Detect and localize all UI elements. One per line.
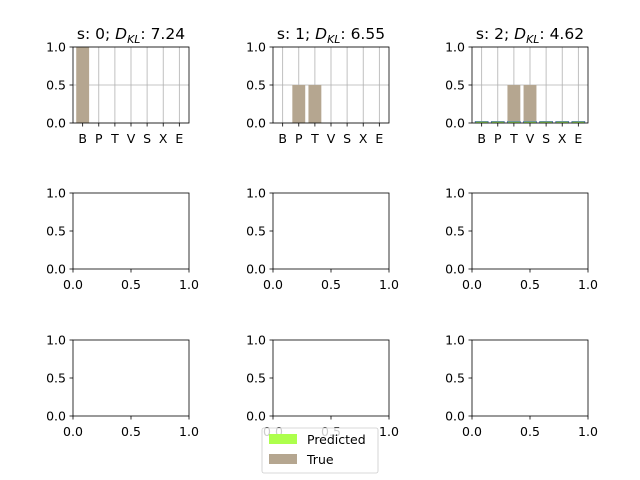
axes-frame <box>72 46 190 124</box>
x-tick-label: 0.0 <box>263 277 283 292</box>
y-tick-label: 0.5 <box>445 371 465 386</box>
subplot-title: s: 1; DKL: 6.55 <box>277 25 385 46</box>
x-tick-label: 0.0 <box>462 424 482 439</box>
y-tick-label: 0.0 <box>445 409 465 424</box>
y-tick-label: 0.0 <box>445 262 465 277</box>
x-tick-label: 0.5 <box>321 277 341 292</box>
y-tick-label: 0.0 <box>46 116 66 131</box>
bar-true-V <box>523 85 537 123</box>
y-tick-label: 0.5 <box>46 78 66 93</box>
subplot-row3-col1: 0.0 0.5 1.0 0.0 0.5 1.0 <box>46 333 199 440</box>
x-tick-label: E <box>175 131 183 146</box>
y-tick-label: 1.0 <box>46 333 66 348</box>
y-tick-label: 1.0 <box>445 40 465 55</box>
subplot-title: s: 2; DKL: 4.62 <box>476 25 584 46</box>
bar-true-B <box>76 47 90 123</box>
x-tick-label: B <box>78 131 87 146</box>
x-tick-label: 1.0 <box>578 424 598 439</box>
x-tick-label: B <box>477 131 486 146</box>
x-tick-label: 1.0 <box>179 424 199 439</box>
bar-true-T <box>507 85 521 123</box>
y-tick-label: 0.5 <box>46 224 66 239</box>
x-tick-label: E <box>375 131 383 146</box>
y-tick-label: 0.5 <box>445 78 465 93</box>
y-tick-label: 1.0 <box>46 186 66 201</box>
x-tick-label: P <box>95 131 103 146</box>
x-tick-label: 0.5 <box>121 424 141 439</box>
x-tick-label: P <box>494 131 502 146</box>
subplot-row1-col2: B P T V S X Es: 1; DKL: 6.55 0.0 0.5 1.0 <box>246 25 390 146</box>
y-tick-label: 0.0 <box>246 409 266 424</box>
x-tick-label: 0.5 <box>121 277 141 292</box>
x-tick-label: V <box>327 131 336 146</box>
x-tick-label: 0.5 <box>520 277 540 292</box>
x-tick-label: 1.0 <box>578 277 598 292</box>
y-tick-label: 1.0 <box>246 333 266 348</box>
x-tick-label: S <box>343 131 351 146</box>
y-tick-label: 0.5 <box>246 224 266 239</box>
legend-swatch-predicted <box>269 434 297 444</box>
x-tick-label: S <box>143 131 151 146</box>
axes-frame <box>471 339 589 417</box>
axes-frame <box>272 339 390 417</box>
x-tick-label: V <box>127 131 136 146</box>
x-tick-label: 1.0 <box>379 277 399 292</box>
subplot-row2-col1: 0.0 0.5 1.0 0.0 0.5 1.0 <box>46 186 199 293</box>
x-tick-label: X <box>558 131 567 146</box>
x-tick-label: 0.0 <box>63 277 83 292</box>
x-tick-label: S <box>542 131 550 146</box>
y-tick-label: 0.5 <box>445 224 465 239</box>
subplot-title: s: 0; DKL: 7.24 <box>77 25 185 46</box>
axes-frame <box>471 46 589 124</box>
subplot-row2-col2: 0.0 0.5 1.0 0.0 0.5 1.0 <box>246 186 399 293</box>
y-tick-label: 0.5 <box>46 371 66 386</box>
axes-frame <box>72 192 190 270</box>
axes-frame <box>72 339 190 417</box>
axes-frame <box>272 46 390 124</box>
y-tick-label: 0.0 <box>46 262 66 277</box>
y-tick-label: 0.5 <box>246 371 266 386</box>
y-tick-label: 1.0 <box>46 40 66 55</box>
bar-true-P <box>292 85 306 123</box>
x-tick-label: X <box>359 131 368 146</box>
x-tick-label: P <box>295 131 303 146</box>
y-tick-label: 0.0 <box>46 409 66 424</box>
x-tick-label: 0.0 <box>63 424 83 439</box>
legend: Predicted True <box>261 427 379 474</box>
x-tick-label: 1.0 <box>379 424 399 439</box>
x-tick-label: V <box>526 131 535 146</box>
y-tick-label: 0.0 <box>246 116 266 131</box>
legend-label-predicted: Predicted <box>307 432 366 447</box>
subplot-row3-col2: 0.00.51.00.00.51.0 <box>246 333 399 440</box>
x-tick-label: T <box>110 131 119 146</box>
subplot-row2-col3: 0.0 0.5 1.0 0.0 0.5 1.0 <box>445 186 598 293</box>
legend-label-true: True <box>306 452 334 467</box>
y-tick-label: 0.0 <box>246 262 266 277</box>
y-tick-label: 1.0 <box>445 186 465 201</box>
x-tick-label: 1.0 <box>179 277 199 292</box>
x-tick-label: B <box>278 131 287 146</box>
subplot-row3-col3: 0.0 0.5 1.0 0.0 0.5 1.0 <box>445 333 598 440</box>
y-tick-label: 0.0 <box>445 116 465 131</box>
x-tick-label: 0.0 <box>462 277 482 292</box>
x-tick-label: X <box>159 131 168 146</box>
bar-true-T <box>308 85 322 123</box>
axes-frame <box>471 192 589 270</box>
x-tick-label: T <box>509 131 518 146</box>
y-tick-label: 1.0 <box>246 186 266 201</box>
axes-frame <box>272 192 390 270</box>
x-tick-label: T <box>310 131 319 146</box>
x-tick-label: E <box>574 131 582 146</box>
subplot-grid: B P T V S X Es: 0; DKL: 7.240.00.51.0B P T V S X Es:… <box>46 25 598 439</box>
y-tick-label: 1.0 <box>246 40 266 55</box>
subplot-row1-col3: B P T V S X Es: 2; DKL: 4.62 0.0 0.5 1.0 <box>445 25 589 146</box>
legend-swatch-true <box>269 454 297 464</box>
x-tick-label: 0.5 <box>520 424 540 439</box>
y-tick-label: 0.5 <box>246 78 266 93</box>
y-tick-label: 1.0 <box>445 333 465 348</box>
subplot-row1-col1: B P T V S X Es: 0; DKL: 7.24 0.0 0.5 1.0 <box>46 25 190 146</box>
